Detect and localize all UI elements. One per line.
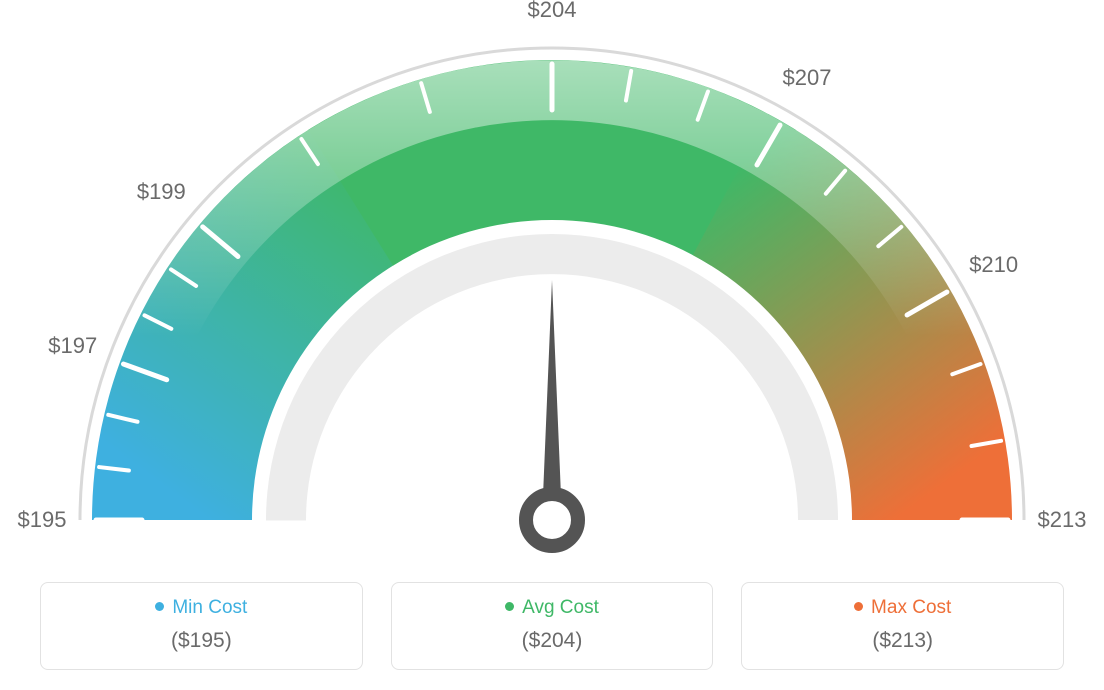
avg-cost-label: Avg Cost xyxy=(402,597,703,619)
avg-cost-label-text: Avg Cost xyxy=(522,597,599,618)
gauge-tick-label: $197 xyxy=(48,333,97,359)
avg-cost-card: Avg Cost ($204) xyxy=(391,582,714,670)
max-cost-label-text: Max Cost xyxy=(871,597,951,618)
max-cost-value: ($213) xyxy=(752,629,1053,653)
max-cost-label: Max Cost xyxy=(752,597,1053,619)
max-cost-card: Max Cost ($213) xyxy=(741,582,1064,670)
min-cost-card: Min Cost ($195) xyxy=(40,582,363,670)
gauge-tick-label: $195 xyxy=(18,507,67,533)
min-cost-label: Min Cost xyxy=(51,597,352,619)
gauge-tick-label: $207 xyxy=(783,65,832,91)
avg-cost-value: ($204) xyxy=(402,629,703,653)
dot-icon xyxy=(155,602,164,611)
summary-cards: Min Cost ($195) Avg Cost ($204) Max Cost… xyxy=(40,582,1064,670)
gauge-tick-label: $210 xyxy=(969,252,1018,278)
min-cost-value: ($195) xyxy=(51,629,352,653)
dot-icon xyxy=(854,602,863,611)
chart-container: $195 $197 $199 $204 $207 $210 $213 Min Cost ($… xyxy=(0,0,1104,690)
gauge-chart: $195 $197 $199 $204 $207 $210 $213 xyxy=(0,0,1104,560)
min-cost-label-text: Min Cost xyxy=(172,597,247,618)
gauge-tick-label: $213 xyxy=(1038,507,1087,533)
dot-icon xyxy=(505,602,514,611)
gauge-tick-label: $199 xyxy=(137,179,186,205)
gauge-tick-label: $204 xyxy=(528,0,577,23)
